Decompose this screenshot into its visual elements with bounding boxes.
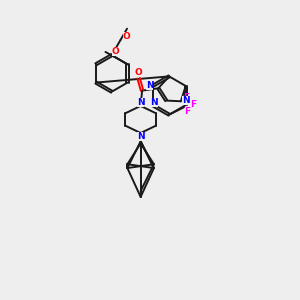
Text: N: N (137, 98, 145, 107)
Text: N: N (146, 82, 153, 91)
Text: O: O (112, 47, 120, 56)
Text: F: F (190, 100, 196, 109)
Text: F: F (184, 107, 190, 116)
Text: N: N (182, 96, 190, 105)
Text: O: O (123, 32, 130, 41)
Text: N: N (150, 98, 158, 107)
Text: O: O (134, 68, 142, 77)
Text: N: N (137, 132, 145, 141)
Text: F: F (183, 93, 189, 102)
